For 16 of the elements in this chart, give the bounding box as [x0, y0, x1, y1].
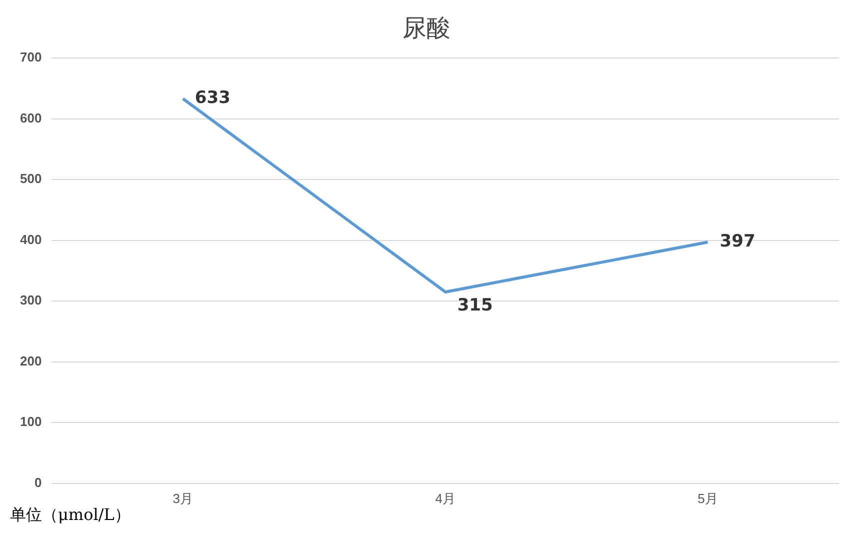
y-tick-label: 400: [20, 232, 42, 247]
y-tick-label: 700: [20, 50, 42, 65]
y-tick-label: 200: [20, 353, 42, 368]
data-label: 633: [194, 88, 230, 108]
x-tick-label: 4月: [435, 490, 456, 506]
chart-title: 尿酸: [402, 13, 452, 44]
y-tick-label: 0: [34, 474, 42, 490]
x-tick-label: 3月: [172, 490, 194, 506]
x-tick-label: 5月: [698, 490, 718, 506]
y-tick-label: 100: [20, 414, 42, 430]
y-tick-label: 300: [20, 292, 42, 308]
y-tick-label: 500: [20, 171, 42, 186]
data-label: 315: [457, 295, 493, 316]
y-axis-title: 单位（μmol/L）: [10, 505, 130, 526]
y-tick-label: 600: [20, 110, 42, 126]
data-label: 397: [720, 232, 756, 252]
